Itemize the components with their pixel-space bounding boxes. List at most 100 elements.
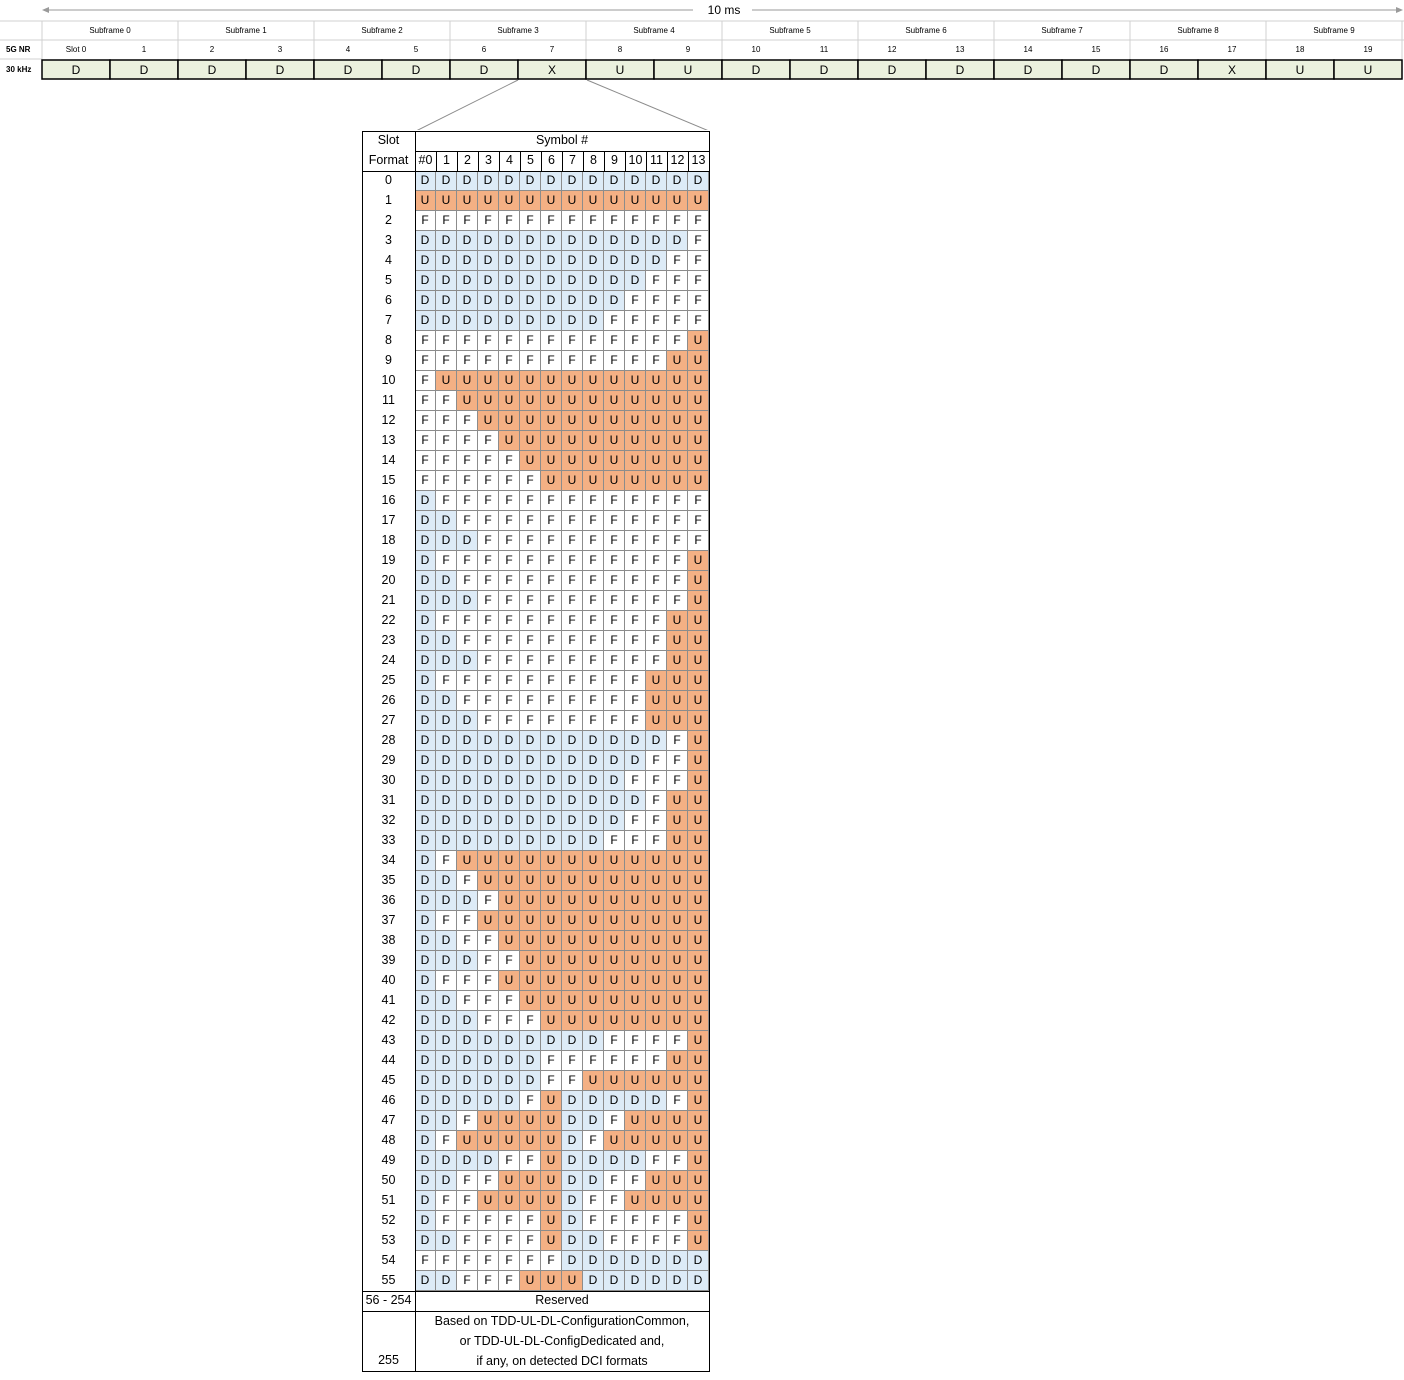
symbol-cell: F bbox=[520, 671, 541, 691]
symbol-cell: D bbox=[625, 231, 646, 251]
symbol-cell: D bbox=[436, 631, 457, 651]
zoom-line-left bbox=[416, 79, 519, 130]
symbol-cell: U bbox=[646, 1171, 667, 1191]
symbol-cell: D bbox=[457, 1051, 478, 1071]
symbol-cell: U bbox=[667, 791, 688, 811]
symbol-cell: U bbox=[562, 191, 583, 211]
symbol-cell: U bbox=[520, 1111, 541, 1131]
symbol-cell: D bbox=[667, 171, 688, 191]
symbol-cell: D bbox=[562, 731, 583, 751]
header-separator bbox=[625, 151, 626, 171]
symbol-cell: D bbox=[583, 811, 604, 831]
symbol-cell: D bbox=[457, 711, 478, 731]
symbol-cell: F bbox=[478, 471, 499, 491]
symbol-cell: U bbox=[625, 891, 646, 911]
symbol-cell: D bbox=[436, 591, 457, 611]
symbol-cell: F bbox=[520, 351, 541, 371]
symbol-cell: D bbox=[415, 811, 436, 831]
symbol-cell: F bbox=[436, 1211, 457, 1231]
symbol-cell: D bbox=[562, 811, 583, 831]
symbol-cell: U bbox=[667, 1011, 688, 1031]
symbol-cell: D bbox=[583, 271, 604, 291]
symbol-cell: U bbox=[625, 431, 646, 451]
symbol-cell: F bbox=[667, 591, 688, 611]
symbol-cell: F bbox=[562, 331, 583, 351]
symbol-cell: D bbox=[415, 1151, 436, 1171]
slot-type: D bbox=[1159, 63, 1169, 77]
symbol-cell: U bbox=[541, 1171, 562, 1191]
symbol-cell: D bbox=[436, 1271, 457, 1291]
symbol-cell: U bbox=[478, 911, 499, 931]
symbol-cell: F bbox=[499, 1211, 520, 1231]
symbol-cell: F bbox=[436, 1191, 457, 1211]
symbol-cell: D bbox=[583, 731, 604, 751]
format-id: 40 bbox=[381, 973, 396, 987]
symbol-cell: F bbox=[562, 531, 583, 551]
symbol-cell: F bbox=[562, 611, 583, 631]
format-id: 28 bbox=[381, 733, 396, 747]
symbol-cell: U bbox=[520, 851, 541, 871]
symbol-cell: D bbox=[478, 771, 499, 791]
symbol-cell: D bbox=[436, 231, 457, 251]
symbol-cell: F bbox=[667, 531, 688, 551]
symbol-cell: F bbox=[457, 411, 478, 431]
symbol-index-label: 7 bbox=[569, 153, 576, 167]
symbol-cell: D bbox=[457, 1031, 478, 1051]
symbol-cell: F bbox=[520, 491, 541, 511]
symbol-cell: F bbox=[457, 511, 478, 531]
symbol-cell: U bbox=[499, 891, 520, 911]
symbol-cell: D bbox=[583, 771, 604, 791]
symbol-cell: U bbox=[541, 1111, 562, 1131]
slot-number-label: 17 bbox=[1227, 45, 1237, 54]
symbol-cell: U bbox=[499, 851, 520, 871]
format-id: 18 bbox=[381, 533, 396, 547]
symbol-cell: D bbox=[604, 271, 625, 291]
symbol-cell: U bbox=[688, 951, 709, 971]
symbol-cell: D bbox=[436, 991, 457, 1011]
symbol-cell: U bbox=[520, 1271, 541, 1291]
symbol-cell: D bbox=[520, 1051, 541, 1071]
symbol-cell: U bbox=[646, 431, 667, 451]
symbol-cell: F bbox=[541, 1251, 562, 1271]
symbol-cell: F bbox=[541, 1071, 562, 1091]
slot-type: D bbox=[411, 63, 421, 77]
header-separator bbox=[499, 151, 500, 171]
symbol-cell: U bbox=[667, 911, 688, 931]
symbol-cell: U bbox=[667, 351, 688, 371]
symbol-cell: F bbox=[520, 551, 541, 571]
symbol-cell: D bbox=[415, 671, 436, 691]
symbol-cell: F bbox=[499, 651, 520, 671]
symbol-cell: D bbox=[436, 731, 457, 751]
symbol-cell: F bbox=[478, 211, 499, 231]
symbol-cell: U bbox=[688, 191, 709, 211]
symbol-cell: F bbox=[646, 1031, 667, 1051]
symbol-cell: D bbox=[415, 1271, 436, 1291]
symbol-cell: D bbox=[415, 1171, 436, 1191]
symbol-cell: D bbox=[562, 831, 583, 851]
symbol-cell: D bbox=[562, 1151, 583, 1171]
symbol-cell: D bbox=[415, 831, 436, 851]
symbol-cell: D bbox=[646, 1271, 667, 1291]
symbol-cell: F bbox=[646, 531, 667, 551]
symbol-cell: D bbox=[562, 1031, 583, 1051]
symbol-cell: U bbox=[646, 691, 667, 711]
symbol-cell: D bbox=[604, 171, 625, 191]
symbol-cell: F bbox=[688, 311, 709, 331]
symbol-cell: F bbox=[520, 691, 541, 711]
symbol-cell: U bbox=[520, 431, 541, 451]
symbol-cell: U bbox=[688, 931, 709, 951]
symbol-cell: D bbox=[415, 311, 436, 331]
symbol-cell: F bbox=[625, 351, 646, 371]
symbol-cell: D bbox=[625, 731, 646, 751]
symbol-cell: F bbox=[604, 631, 625, 651]
symbol-cell: D bbox=[583, 1091, 604, 1111]
symbol-cell: U bbox=[688, 351, 709, 371]
symbol-cell: U bbox=[562, 871, 583, 891]
symbol-cell: U bbox=[562, 931, 583, 951]
symbol-cell: U bbox=[478, 1111, 499, 1131]
symbol-cell: D bbox=[436, 1151, 457, 1171]
symbol-cell: F bbox=[646, 551, 667, 571]
symbol-cell: U bbox=[583, 391, 604, 411]
symbol-cell: U bbox=[562, 991, 583, 1011]
symbol-cell: U bbox=[625, 911, 646, 931]
